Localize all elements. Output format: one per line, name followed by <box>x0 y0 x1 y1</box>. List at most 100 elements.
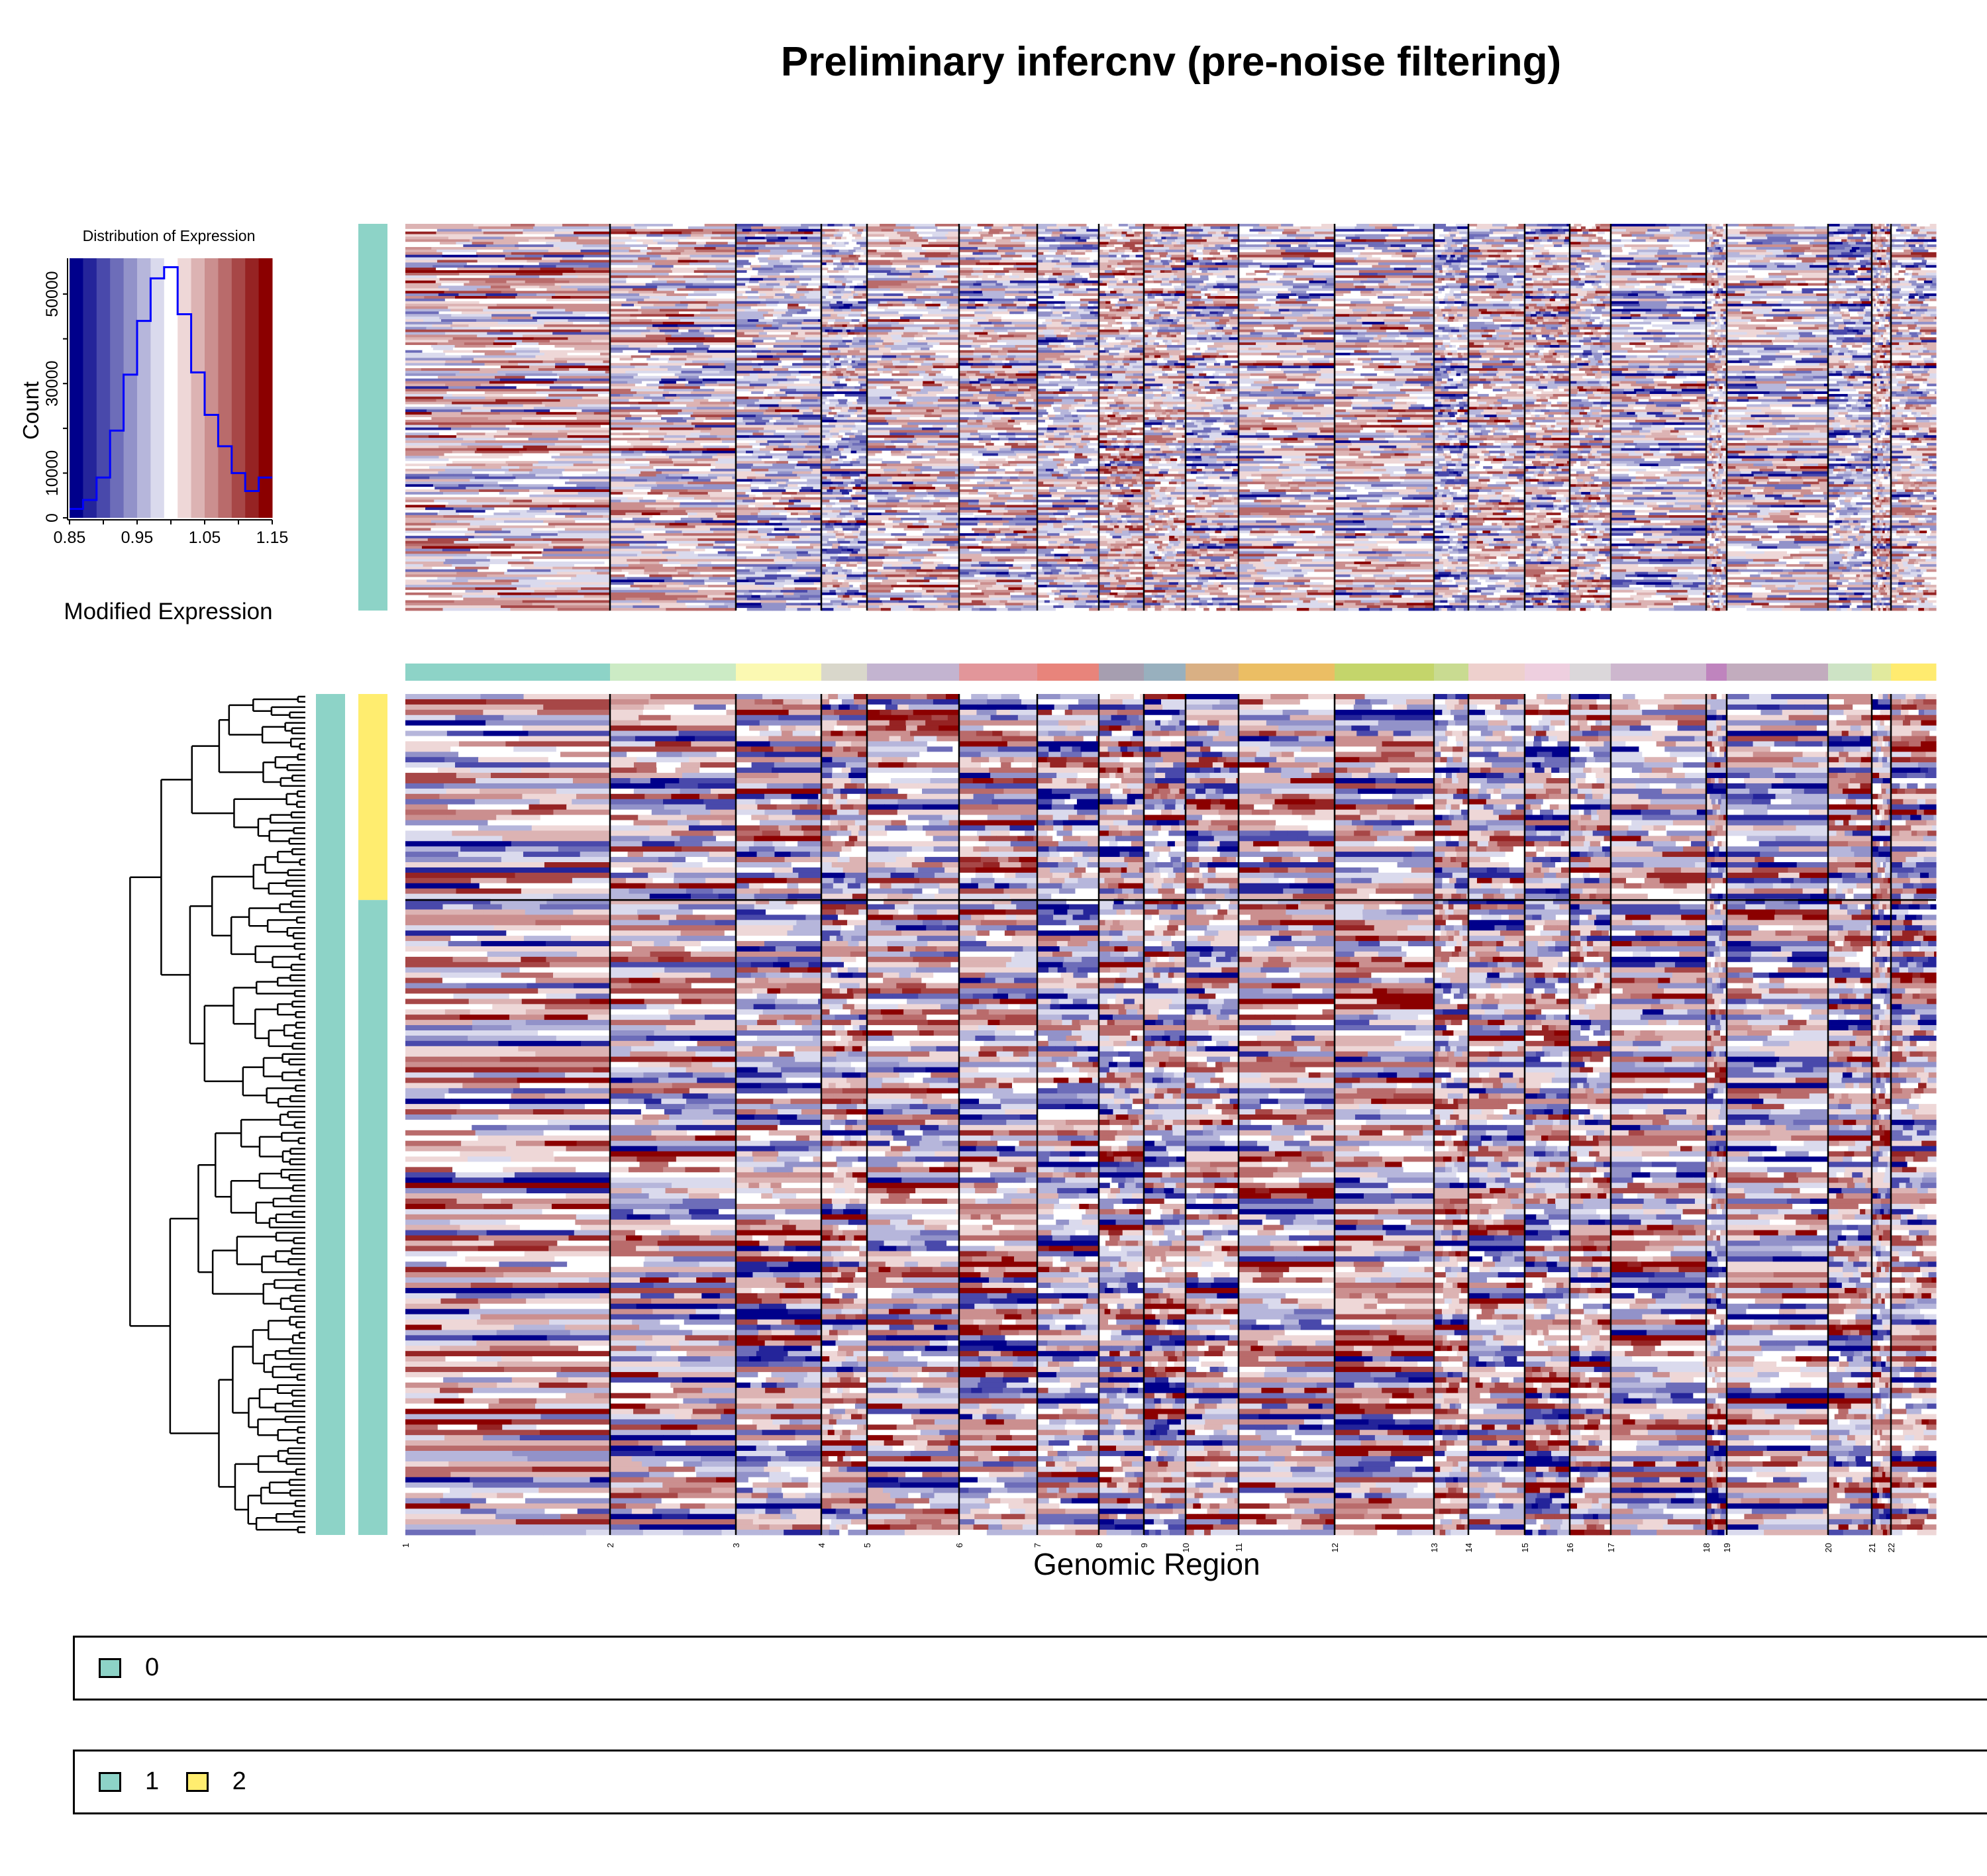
reference-heatmap-cell <box>780 397 795 399</box>
reference-heatmap-cell <box>581 250 611 252</box>
reference-heatmap-cell <box>405 366 434 368</box>
reference-heatmap-cell <box>664 549 690 552</box>
reference-heatmap-cell <box>610 345 629 348</box>
reference-heatmap-cell <box>629 291 654 293</box>
reference-heatmap-cell <box>610 582 634 585</box>
reference-heatmap-cell <box>485 281 507 283</box>
reference-heatmap-cell <box>850 471 861 474</box>
reference-heatmap-cell <box>995 283 1003 286</box>
reference-heatmap-cell <box>867 551 899 554</box>
reference-heatmap-cell <box>843 595 850 598</box>
reference-heatmap-cell <box>991 381 1005 383</box>
reference-heatmap-cell <box>562 471 597 474</box>
reference-heatmap-cell <box>676 443 701 446</box>
reference-heatmap-cell <box>848 489 852 492</box>
reference-heatmap-cell <box>978 275 988 278</box>
reference-heatmap-cell <box>702 451 736 454</box>
reference-heatmap-cell <box>991 353 1007 356</box>
reference-heatmap-cell <box>529 507 552 510</box>
reference-heatmap-cell <box>884 495 895 497</box>
reference-heatmap-cell <box>776 342 822 345</box>
reference-heatmap-cell <box>867 425 886 428</box>
reference-heatmap-cell <box>933 270 947 273</box>
reference-heatmap-cell <box>686 435 700 438</box>
reference-heatmap-cell <box>642 417 662 420</box>
reference-heatmap-cell <box>657 544 680 546</box>
reference-heatmap-cell <box>559 500 595 503</box>
reference-heatmap-cell <box>632 236 664 239</box>
reference-heatmap-cell <box>743 265 750 268</box>
reference-heatmap-cell <box>635 229 664 232</box>
reference-heatmap-cell <box>736 562 749 564</box>
reference-heatmap-cell <box>699 556 736 559</box>
reference-heatmap-cell <box>697 513 716 515</box>
reference-heatmap-cell <box>562 273 610 275</box>
reference-heatmap-cell <box>846 371 855 373</box>
reference-heatmap-cell <box>907 342 919 345</box>
reference-heatmap-cell <box>776 340 790 342</box>
reference-heatmap-cell <box>854 260 862 263</box>
reference-heatmap-cell <box>846 456 852 458</box>
reference-heatmap-cell <box>669 515 689 518</box>
reference-heatmap-cell <box>835 464 853 466</box>
reference-heatmap-cell <box>791 412 803 415</box>
reference-heatmap-cell <box>656 458 672 461</box>
reference-heatmap-cell <box>431 247 462 250</box>
reference-heatmap-cell <box>959 360 968 363</box>
reference-heatmap-cell <box>584 255 610 258</box>
reference-heatmap-cell <box>881 389 902 391</box>
reference-heatmap-cell <box>778 381 794 383</box>
reference-heatmap-cell <box>787 510 808 513</box>
reference-heatmap-cell <box>837 495 845 497</box>
reference-heatmap-cell <box>758 513 772 515</box>
reference-heatmap-cell <box>978 247 998 250</box>
reference-heatmap-cell <box>703 446 730 448</box>
reference-heatmap-cell <box>838 595 843 598</box>
reference-heatmap-cell <box>445 505 482 507</box>
reference-heatmap-cell <box>544 324 610 327</box>
reference-heatmap-cell <box>912 381 923 383</box>
reference-heatmap-cell <box>736 234 747 237</box>
reference-heatmap-cell <box>736 505 749 507</box>
reference-heatmap-cell <box>827 585 833 587</box>
reference-heatmap-cell <box>693 399 709 402</box>
reference-heatmap-cell <box>569 281 610 283</box>
reference-heatmap-cell <box>425 507 454 510</box>
reference-heatmap-cell <box>878 307 889 309</box>
reference-heatmap-cell <box>686 510 721 513</box>
reference-heatmap-cell <box>610 513 626 515</box>
reference-heatmap-cell <box>1018 348 1031 350</box>
reference-heatmap-cell <box>860 319 865 322</box>
reference-heatmap-cell <box>697 590 736 593</box>
reference-heatmap-cell <box>493 283 519 286</box>
reference-heatmap-cell <box>1025 242 1038 244</box>
reference-heatmap-cell <box>545 598 570 601</box>
reference-heatmap-cell <box>765 474 797 477</box>
reference-heatmap-cell <box>456 373 506 376</box>
reference-heatmap-cell <box>810 348 819 350</box>
reference-heatmap-cell <box>856 458 868 461</box>
reference-heatmap-cell <box>678 324 721 327</box>
reference-heatmap-cell <box>821 337 842 340</box>
reference-heatmap-cell <box>405 533 429 536</box>
reference-heatmap-cell <box>986 281 997 283</box>
reference-heatmap-cell <box>750 265 761 268</box>
reference-heatmap-cell <box>477 288 516 291</box>
reference-heatmap-cell <box>405 526 480 528</box>
reference-heatmap-cell <box>498 481 566 484</box>
reference-heatmap-cell <box>717 477 733 479</box>
reference-heatmap-cell <box>768 407 782 409</box>
reference-heatmap-cell <box>627 232 637 234</box>
reference-heatmap-cell <box>917 402 933 405</box>
reference-heatmap-cell <box>684 250 696 252</box>
reference-heatmap-cell <box>507 402 542 405</box>
reference-heatmap-cell <box>588 368 611 371</box>
reference-heatmap-cell <box>581 587 611 590</box>
reference-heatmap-cell <box>433 265 464 268</box>
reference-heatmap-cell <box>441 283 464 286</box>
reference-heatmap-cell <box>760 546 778 549</box>
reference-heatmap-cell <box>405 224 442 226</box>
reference-heatmap-cell <box>821 397 827 399</box>
reference-heatmap-cell <box>897 582 910 585</box>
reference-heatmap-cell <box>716 247 737 250</box>
